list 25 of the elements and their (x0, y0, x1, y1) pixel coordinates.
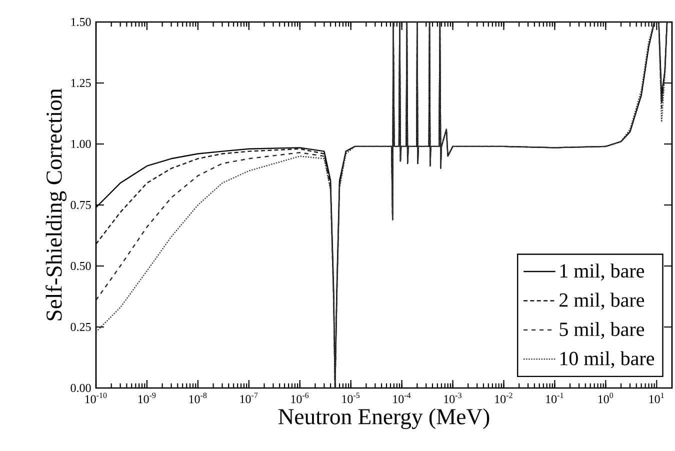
x-tick-label: 10$^{-1}$ (546, 392, 564, 404)
y-axis-title: Self-Shielding Correction (46, 88, 66, 320)
x-tick-label: 10$^{1}$ (649, 392, 664, 404)
x-tick-label: 10$^{-7}$ (240, 392, 258, 404)
y-tick-label: 0.00 (70, 384, 91, 392)
y-tick-label: 0.75 (70, 200, 91, 210)
x-tick-label: 10$^{-3}$ (444, 392, 462, 404)
x-tick-label: 10$^{-2}$ (495, 392, 512, 404)
x-tick-label: 10$^{-4}$ (393, 392, 411, 404)
x-tick-label: 10$^{-6}$ (291, 392, 309, 404)
y-tick-label: 0.50 (70, 262, 91, 270)
legend-label: 5 mil, bare (560, 322, 644, 339)
x-tick-label: 10$^{-10}$ (85, 392, 107, 404)
x-axis-title: Neutron Energy (MeV) (278, 408, 490, 430)
legend-label: 2 mil, bare (560, 292, 644, 310)
y-tick-label: 0.25 (70, 322, 91, 332)
y-tick-label: 1.50 (71, 18, 91, 26)
y-tick-label: 1.25 (71, 78, 91, 88)
x-tick-label: 10$^{-8}$ (189, 392, 207, 404)
legend-label: 10 mil, bare (560, 351, 654, 368)
x-tick-label: 10$^{0}$ (598, 392, 614, 404)
x-tick-label: 10$^{-9}$ (138, 392, 156, 404)
legend-label: 1 mil, bare (560, 264, 644, 281)
y-tick-label: 1.00 (71, 140, 91, 148)
x-tick-label: 10$^{-5}$ (342, 392, 360, 404)
